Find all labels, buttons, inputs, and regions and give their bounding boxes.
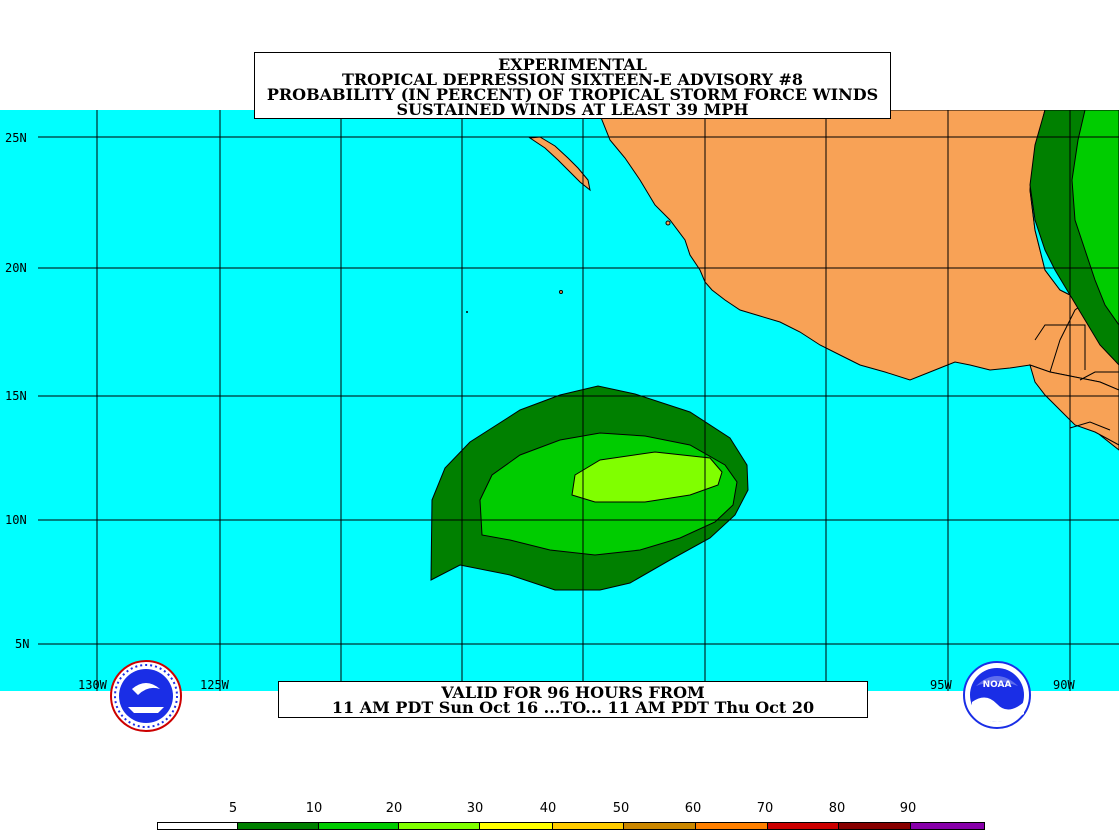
country-borders <box>1034 324 1119 431</box>
legend-label: 50 <box>612 801 630 816</box>
legend-swatch <box>237 823 319 829</box>
legend-label: 10 <box>305 801 323 816</box>
noaa-logo-icon <box>963 661 1031 729</box>
legend-label: 20 <box>385 801 403 816</box>
legend-label: 30 <box>466 801 484 816</box>
valid-line-1: VALID FOR 96 HOURS FROM <box>441 683 705 702</box>
valid-line-2: 11 AM PDT Sun Oct 16 ...TO... 11 AM PDT … <box>331 698 815 717</box>
lon-label-130w: 130W <box>78 678 107 692</box>
lon-label-125w: 125W <box>200 678 229 692</box>
land-baja <box>528 136 591 192</box>
probability-legend <box>157 822 985 830</box>
title-line-3: PROBABILITY (IN PERCENT) OF TROPICAL STO… <box>266 85 879 104</box>
lat-label-15n: 15N <box>5 389 27 403</box>
title-line-2: TROPICAL DEPRESSION SIXTEEN-E ADVISORY #… <box>341 70 804 89</box>
legend-label: 70 <box>756 801 774 816</box>
legend-swatch <box>480 823 554 829</box>
valid-period-box: VALID FOR 96 HOURS FROM 11 AM PDT Sun Oc… <box>278 681 868 718</box>
lat-label-20n: 20N <box>5 261 27 275</box>
lon-label-90w: 90W <box>1053 678 1075 692</box>
legend-swatch <box>911 823 984 829</box>
legend-swatch <box>767 823 840 829</box>
prob-swath-upper-right-20 <box>1071 110 1119 326</box>
legend-label: 40 <box>539 801 557 816</box>
legend-swatch <box>318 823 400 829</box>
legend-swatch <box>158 823 238 829</box>
lat-label-10n: 10N <box>5 513 27 527</box>
probability-map: 25N 20N 15N 10N 5N 130W 125W 95W 90W <box>0 110 1119 692</box>
title-line-4: SUSTAINED WINDS AT LEAST 39 MPH <box>396 100 749 119</box>
longitude-grid <box>96 110 1071 691</box>
legend-label: 90 <box>899 801 917 816</box>
map-canvas <box>0 110 1119 691</box>
island <box>665 220 671 226</box>
legend-swatch <box>553 823 624 829</box>
legend-label: 80 <box>828 801 846 816</box>
legend-swatch <box>839 823 912 829</box>
noaa-logo-text: NOAA <box>982 680 1012 690</box>
legend-swatch <box>623 823 696 829</box>
legend-swatch <box>399 823 481 829</box>
island <box>559 290 563 294</box>
island <box>466 311 468 313</box>
legend-label: 60 <box>684 801 702 816</box>
lat-label-5n: 5N <box>15 637 30 651</box>
lon-label-95w: 95W <box>930 678 952 692</box>
lat-label-25n: 25N <box>5 131 27 145</box>
prob-contour-30 <box>571 451 723 503</box>
latitude-grid <box>38 136 1119 645</box>
nws-logo-icon <box>110 660 182 732</box>
title-box: EXPERIMENTAL TROPICAL DEPRESSION SIXTEEN… <box>254 52 891 119</box>
legend-label: 5 <box>228 801 238 816</box>
legend-swatch <box>695 823 768 829</box>
title-line-1: EXPERIMENTAL <box>498 55 647 74</box>
